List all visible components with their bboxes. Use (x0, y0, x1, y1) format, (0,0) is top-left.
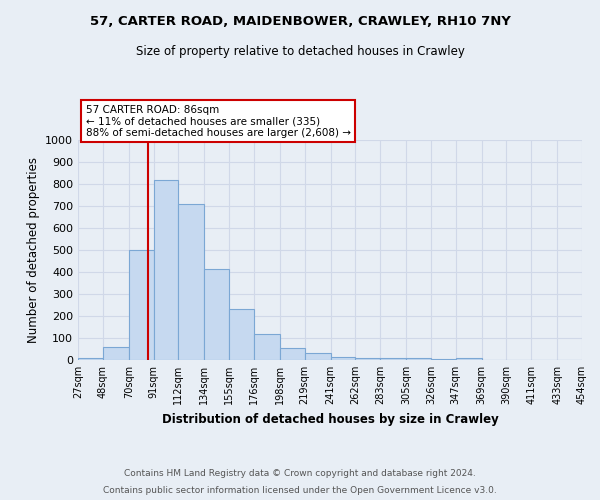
Bar (103, 348, 129, 360)
Bar (254, 334, 280, 360)
Bar (456, 358, 482, 360)
Y-axis label: Number of detached properties: Number of detached properties (26, 157, 40, 343)
Bar (431, 359, 456, 360)
Bar (178, 204, 204, 360)
Bar (129, 250, 154, 360)
Bar (380, 358, 406, 360)
Text: Size of property relative to detached houses in Crawley: Size of property relative to detached ho… (136, 45, 464, 58)
Bar (355, 358, 380, 360)
Bar (229, 310, 254, 360)
Bar (154, 180, 178, 360)
Bar (406, 358, 431, 360)
Bar (305, 352, 331, 360)
Text: 57 CARTER ROAD: 86sqm
← 11% of detached houses are smaller (335)
88% of semi-det: 57 CARTER ROAD: 86sqm ← 11% of detached … (86, 104, 350, 138)
Text: Contains public sector information licensed under the Open Government Licence v3: Contains public sector information licen… (103, 486, 497, 495)
Bar (280, 348, 305, 360)
Bar (204, 268, 229, 360)
Text: Contains HM Land Registry data © Crown copyright and database right 2024.: Contains HM Land Registry data © Crown c… (124, 468, 476, 477)
Bar (78, 358, 103, 360)
Text: 57, CARTER ROAD, MAIDENBOWER, CRAWLEY, RH10 7NY: 57, CARTER ROAD, MAIDENBOWER, CRAWLEY, R… (89, 15, 511, 28)
Bar (331, 356, 355, 360)
X-axis label: Distribution of detached houses by size in Crawley: Distribution of detached houses by size … (161, 412, 499, 426)
